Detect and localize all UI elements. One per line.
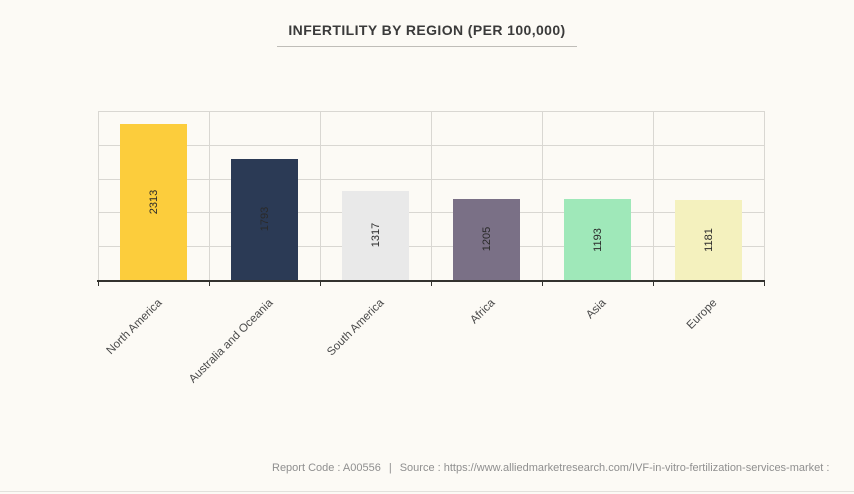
bar-value-label: 1793 <box>258 207 271 232</box>
x-gridline <box>431 111 432 280</box>
bar-value-label: 2313 <box>147 189 160 215</box>
x-gridline <box>98 111 99 280</box>
bottom-divider <box>0 491 854 492</box>
x-gridline <box>320 111 321 280</box>
bar-europe: 1181 <box>675 200 742 280</box>
x-axis-tick <box>653 280 654 286</box>
bar-value-label: 1317 <box>369 223 382 248</box>
x-axis-tick <box>209 280 210 286</box>
x-gridline <box>653 111 654 280</box>
bar-africa: 1205 <box>453 198 520 280</box>
bar-australia-and-oceania: 1793 <box>231 158 298 280</box>
title-underline <box>277 46 577 47</box>
x-axis-tick <box>98 280 99 286</box>
x-gridline <box>542 111 543 280</box>
x-axis-tick <box>431 280 432 286</box>
bar-value-label: 1181 <box>702 228 715 252</box>
x-axis-tick <box>320 280 321 286</box>
bar-value-label: 1205 <box>480 227 493 252</box>
x-axis-tick <box>764 280 765 286</box>
chart-title: INFERTILITY BY REGION (PER 100,000) <box>288 22 566 38</box>
plot-area: 2313 North America 1793 Australia and Ocean… <box>97 111 765 385</box>
bar-value-label: 1193 <box>591 227 604 252</box>
x-gridline <box>209 111 210 280</box>
footer: Report Code : A00556 | Source : https://ww… <box>272 462 829 474</box>
footer-separator: | <box>388 462 392 474</box>
bar-south-america: 1317 <box>342 190 409 280</box>
source-text: Source : https://www.alliedmarketresearc… <box>399 462 830 474</box>
report-code-text: Report Code : A00556 <box>272 462 381 474</box>
x-axis-tick <box>542 280 543 286</box>
x-gridline <box>764 111 765 280</box>
bar-north-america: 2313 <box>120 123 187 280</box>
bar-asia: 1193 <box>564 199 631 280</box>
